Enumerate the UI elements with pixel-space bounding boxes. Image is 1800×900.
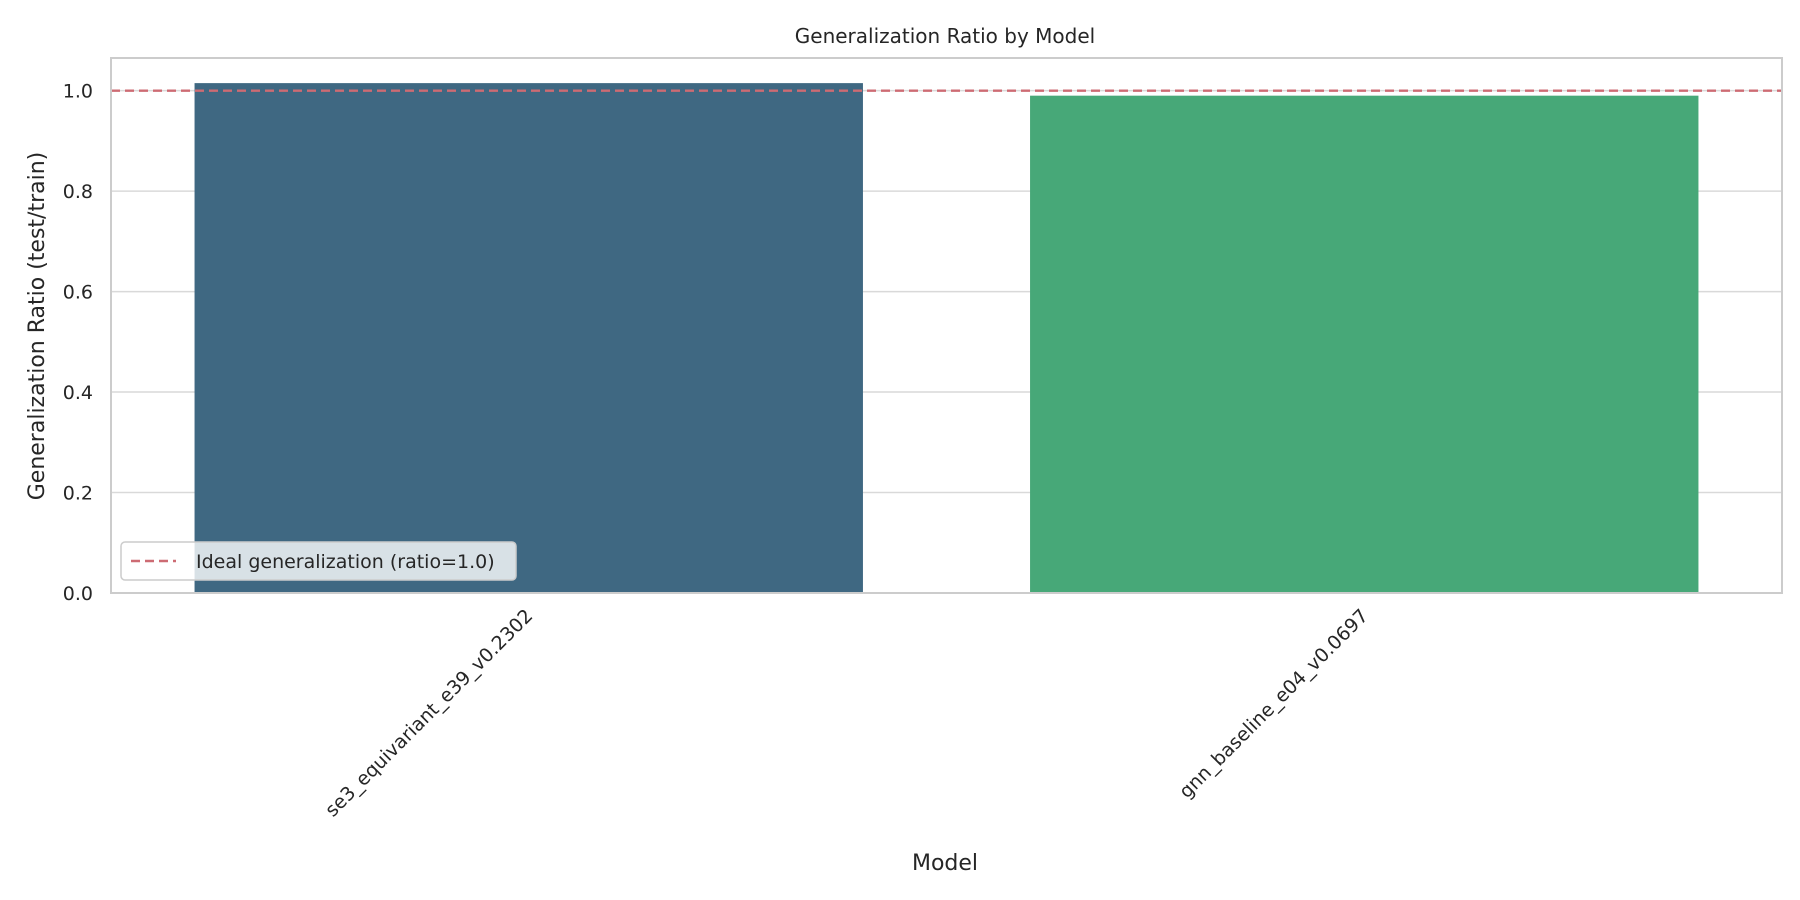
chart-title: Generalization Ratio by Model bbox=[795, 24, 1095, 48]
y-tick-label: 0.6 bbox=[63, 282, 93, 304]
y-tick-label: 0.0 bbox=[63, 583, 93, 605]
legend-box bbox=[120, 541, 517, 581]
y-tick-label: 0.2 bbox=[63, 483, 93, 505]
y-tick-label: 0.4 bbox=[63, 382, 93, 404]
y-tick-label: 0.8 bbox=[63, 181, 93, 203]
plot-frame bbox=[110, 57, 1783, 594]
y-axis-ticks: 0.0 0.2 0.4 0.6 0.8 1.0 bbox=[63, 81, 93, 605]
x-axis-label: Model bbox=[912, 851, 978, 876]
bar bbox=[1030, 95, 1699, 593]
bar bbox=[194, 83, 863, 593]
y-axis-label: Generalization Ratio (test/train) bbox=[25, 152, 50, 501]
y-tick-label: 1.0 bbox=[63, 81, 93, 103]
x-tick-label: gnn_baseline_e04_v0.0697 bbox=[1175, 605, 1373, 803]
bars bbox=[194, 83, 1699, 593]
x-tick-label: se3_equivariant_e39_v0.2302 bbox=[321, 605, 537, 821]
legend-label: Ideal generalization (ratio=1.0) bbox=[196, 551, 495, 573]
legend: Ideal generalization (ratio=1.0) bbox=[120, 541, 517, 581]
x-axis-ticks: se3_equivariant_e39_v0.2302 gnn_baseline_… bbox=[321, 605, 1373, 821]
